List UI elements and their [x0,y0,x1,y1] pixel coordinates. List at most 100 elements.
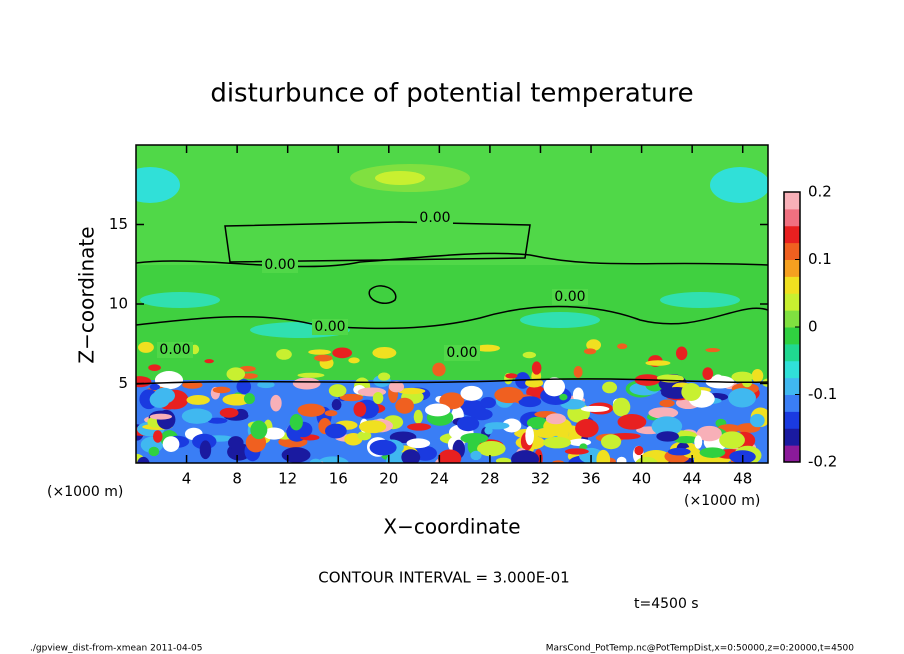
field-blob [369,439,397,456]
field-blob [148,364,161,371]
field-blob [250,420,268,440]
field-blob [573,366,583,378]
field-blob [149,391,170,408]
field-blob [586,339,602,351]
field-blob [616,456,627,463]
field-blob [699,447,726,458]
field-blob [750,413,765,428]
colorbar-segment [784,343,800,362]
field-blob [651,416,683,437]
field-blob [480,397,496,409]
field-blob [673,435,700,444]
field-blob [432,362,446,377]
colorbar-tick-label: 0.1 [808,250,832,268]
field-blob [406,438,431,449]
field-blob [407,423,431,431]
field-blob [535,427,558,439]
field-blob [378,372,391,381]
colorbar-segment [784,310,800,328]
x-tick-label: 8 [232,470,242,488]
colorbar-segment [784,394,800,412]
contour-label-bg [444,345,480,361]
y-tick-label: 5 [118,374,128,392]
field-blob [154,371,184,390]
field-blob [227,436,244,450]
colorbar-segment [784,192,800,210]
field-blob [494,386,524,404]
colorbar-segment [784,276,800,294]
field-blob [617,414,647,430]
field-blob [226,367,246,381]
field-blob [388,381,405,393]
contour-label-bg [552,289,588,305]
field-blob [656,431,679,442]
contour-label: 0.00 [264,257,295,273]
field-blob [325,423,347,439]
field-blob [617,343,628,350]
field-blob [331,399,342,411]
field-blob [505,373,518,379]
field-blob [138,341,154,353]
colorbar-segment [784,208,800,227]
field-blob [156,409,176,430]
field-blob [358,420,387,434]
field-blob [470,450,482,461]
field-blob [694,435,703,449]
field-blob [136,456,150,463]
field-blob [222,393,251,406]
field-blob [705,347,720,353]
field-blob [437,449,462,463]
field-blob [531,361,542,375]
field-blob [152,430,163,443]
field-blob [289,414,303,431]
colorbar-segment [784,445,800,463]
field-blob [602,381,618,394]
field-blob [181,408,213,424]
field-blob [148,446,160,457]
field-blob [401,449,421,463]
field-blob [353,401,367,417]
field-blob [395,397,414,414]
time-label: t=4500 s [634,596,699,612]
field-blob [543,377,566,397]
field-blob [243,393,255,405]
field-blob [518,396,542,408]
contour-interval: CONTOUR INTERVAL = 3.000E-01 [318,569,569,587]
field-blob [149,413,172,420]
x-tick-label: 36 [581,470,600,488]
field-blob [276,348,292,360]
field-blob [309,458,323,463]
x-unit-label: (×1000 m) [684,493,760,509]
field-blob [728,388,756,408]
field-blob [545,413,566,425]
field-blob [372,346,397,359]
field-blob [257,381,275,389]
field-blob [719,431,745,449]
contour-label-bg [417,210,453,226]
field-blob [477,440,506,457]
field-blob [339,393,364,402]
footer-left: ./gpview_dist-from-xmean 2011-04-05 [30,644,202,654]
field-blob [522,351,537,359]
contour-label-bg [312,319,348,335]
x-axis-label: X−coordinate [383,515,520,539]
y-axis-label: Z−coordinate [75,226,99,363]
field-blob [600,434,622,450]
y-tick-label: 15 [109,215,128,233]
field-blob [136,376,152,388]
colorbar-segment [784,360,800,379]
field-blob [397,387,426,395]
field-blob [413,409,423,424]
field-blob [559,393,568,401]
field-blob [317,456,349,463]
field-blob [270,394,282,412]
field-blob [240,373,258,379]
field-blob [199,440,212,460]
contour-label-bg [262,257,298,273]
field-blob [332,347,353,359]
colorbar-segment [784,411,800,429]
field-blob [659,399,675,408]
field-blob [219,407,239,418]
field-blob [328,384,347,398]
field-blob [580,405,610,413]
